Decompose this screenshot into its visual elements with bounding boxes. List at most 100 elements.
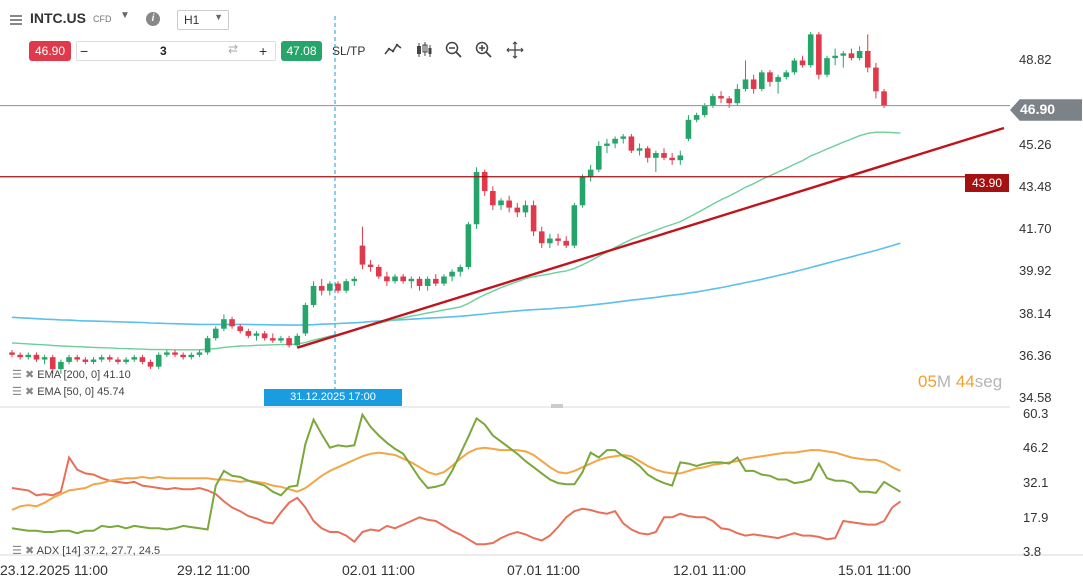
settings-icon[interactable]: ☰ (12, 369, 22, 381)
candle-body (840, 53, 847, 56)
legend-ema50[interactable]: ☰ ✖ EMA [50, 0] 45.74 (12, 385, 125, 398)
candle-body (873, 67, 879, 92)
candle (881, 88, 887, 108)
decrease-quantity-button[interactable]: − (80, 43, 89, 59)
price-tick-label: 39.92 (1019, 263, 1052, 279)
candle (840, 50, 847, 68)
candle (245, 328, 252, 339)
candle-body (530, 205, 537, 232)
candle (286, 335, 292, 348)
timeframe-select[interactable]: H1 ▼ (177, 10, 229, 30)
candle (392, 274, 398, 284)
candle (310, 281, 317, 308)
candle (693, 112, 700, 123)
candle (25, 352, 32, 360)
candle (775, 74, 781, 94)
settings-icon[interactable]: ☰ (12, 386, 22, 398)
candle-body (807, 34, 814, 66)
indicator-tick-label: 46.2 (1023, 440, 1049, 456)
candle-body (612, 138, 618, 144)
symbol-type-badge: CFD (93, 14, 112, 24)
swap-icon[interactable]: ⇄ (228, 42, 239, 56)
candle (180, 352, 186, 360)
candle (620, 134, 627, 144)
candle-body (400, 276, 406, 282)
candle (490, 186, 496, 211)
zoom-out-icon[interactable] (444, 40, 464, 60)
timeframe-value: H1 (184, 13, 200, 27)
candle (82, 357, 89, 365)
info-icon[interactable]: i (146, 12, 160, 26)
candle (221, 314, 227, 332)
candle (318, 278, 325, 296)
pane-resize-handle[interactable] (551, 404, 563, 408)
candle (131, 354, 138, 362)
candle-body (25, 354, 32, 358)
level-price-label[interactable]: 43.90 (965, 174, 1009, 192)
candle-body (172, 352, 178, 355)
candle (726, 96, 732, 108)
close-icon[interactable]: ✖ (24, 369, 35, 381)
di-plus-line (11, 446, 901, 511)
candle-body (481, 172, 488, 192)
candle (538, 226, 545, 248)
candle-body (465, 224, 472, 267)
candle (41, 354, 48, 365)
candle-body (856, 50, 863, 59)
candle (327, 281, 333, 296)
candle (400, 274, 406, 284)
close-icon[interactable]: ✖ (24, 386, 35, 398)
quantity-input[interactable]: 3 (160, 44, 167, 58)
zoom-in-icon[interactable] (474, 40, 494, 60)
candle-body (864, 50, 871, 68)
candle-body (375, 266, 382, 277)
candle-body (750, 79, 757, 89)
candle-body (783, 72, 790, 78)
sltp-button[interactable]: SL/TP (332, 44, 366, 58)
candle-body (180, 354, 186, 358)
candle-body (538, 231, 545, 244)
legend-adx[interactable]: ☰ ✖ ADX [14] 37.2, 27.7, 24.5 (12, 544, 160, 557)
candle (759, 69, 765, 92)
price-tick-label: 38.14 (1019, 305, 1052, 321)
time-tick-label: 15.01 11:00 (838, 562, 911, 578)
legend-ema200[interactable]: ☰ ✖ EMA [200, 0] 41.10 (12, 368, 131, 381)
time-tick-label: 02.01 11:00 (342, 562, 415, 578)
candle-body (661, 153, 667, 158)
buy-button[interactable]: 47.08 (281, 41, 322, 61)
candle (864, 34, 871, 73)
candle (123, 357, 129, 365)
candle-body (58, 361, 64, 370)
timer-minutes: 05 (918, 372, 937, 391)
candle (294, 333, 301, 348)
price-tick-label: 43.48 (1019, 178, 1052, 194)
symbol-name[interactable]: INTC.US (30, 10, 86, 26)
candle-body (286, 338, 292, 346)
candle-body (734, 88, 741, 104)
candle-body (245, 331, 252, 336)
close-icon[interactable]: ✖ (24, 545, 35, 557)
candle (767, 69, 773, 87)
menu-icon[interactable] (10, 12, 22, 25)
candle-body (832, 55, 838, 59)
candle-body (669, 157, 675, 161)
candle (555, 233, 561, 246)
candle (164, 350, 170, 358)
line-chart-icon[interactable] (383, 40, 403, 60)
candlestick-icon[interactable] (414, 40, 434, 60)
ema200-line (11, 242, 901, 326)
candle (587, 164, 594, 182)
candle (579, 174, 586, 208)
candle-body (433, 278, 439, 284)
settings-icon[interactable]: ☰ (12, 545, 22, 557)
crosshair-icon[interactable] (505, 40, 525, 60)
candle-body (302, 304, 309, 334)
time-tick-label: 07.01 11:00 (507, 562, 580, 578)
increase-quantity-button[interactable]: + (259, 43, 268, 59)
chevron-down-icon[interactable]: ▼ (120, 10, 130, 21)
candle (335, 281, 341, 294)
candle (742, 60, 749, 92)
candle (824, 55, 830, 78)
sell-button[interactable]: 46.90 (29, 41, 71, 61)
